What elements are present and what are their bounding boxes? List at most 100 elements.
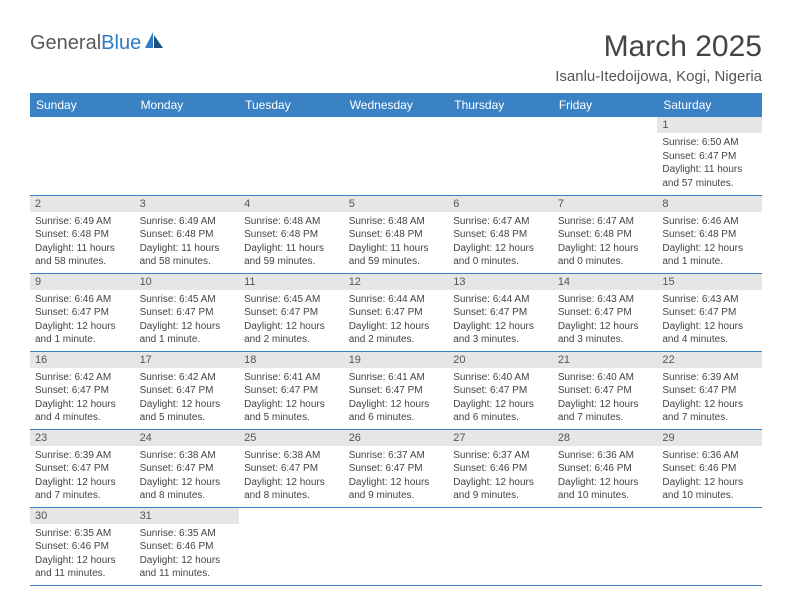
sunrise-text: Sunrise: 6:43 AM (662, 293, 757, 307)
sunrise-text: Sunrise: 6:46 AM (35, 293, 130, 307)
day-header: Wednesday (344, 93, 449, 117)
sunset-text: Sunset: 6:48 PM (558, 228, 653, 242)
sunrise-text: Sunrise: 6:35 AM (35, 527, 130, 541)
daylight-text: Daylight: 12 hours and 2 minutes. (349, 320, 444, 347)
day-details: Sunrise: 6:43 AMSunset: 6:47 PMDaylight:… (553, 290, 658, 350)
calendar-cell: 29Sunrise: 6:36 AMSunset: 6:46 PMDayligh… (657, 429, 762, 507)
sunrise-text: Sunrise: 6:46 AM (662, 215, 757, 229)
calendar-cell: 11Sunrise: 6:45 AMSunset: 6:47 PMDayligh… (239, 273, 344, 351)
sunrise-text: Sunrise: 6:38 AM (244, 449, 339, 463)
sunset-text: Sunset: 6:47 PM (35, 306, 130, 320)
day-details: Sunrise: 6:44 AMSunset: 6:47 PMDaylight:… (344, 290, 449, 350)
day-header: Friday (553, 93, 658, 117)
calendar-cell (135, 117, 240, 195)
sunrise-text: Sunrise: 6:37 AM (349, 449, 444, 463)
sunset-text: Sunset: 6:47 PM (349, 462, 444, 476)
calendar-cell: 24Sunrise: 6:38 AMSunset: 6:47 PMDayligh… (135, 429, 240, 507)
sunset-text: Sunset: 6:47 PM (244, 384, 339, 398)
sunrise-text: Sunrise: 6:49 AM (140, 215, 235, 229)
calendar-cell: 19Sunrise: 6:41 AMSunset: 6:47 PMDayligh… (344, 351, 449, 429)
day-number: 23 (30, 430, 135, 446)
sunrise-text: Sunrise: 6:38 AM (140, 449, 235, 463)
sunrise-text: Sunrise: 6:37 AM (453, 449, 548, 463)
sunrise-text: Sunrise: 6:36 AM (662, 449, 757, 463)
day-number: 15 (657, 274, 762, 290)
sunset-text: Sunset: 6:47 PM (140, 306, 235, 320)
sunrise-text: Sunrise: 6:35 AM (140, 527, 235, 541)
day-header: Saturday (657, 93, 762, 117)
day-details: Sunrise: 6:37 AMSunset: 6:47 PMDaylight:… (344, 446, 449, 506)
calendar-cell (344, 507, 449, 585)
day-details: Sunrise: 6:38 AMSunset: 6:47 PMDaylight:… (239, 446, 344, 506)
daylight-text: Daylight: 12 hours and 5 minutes. (244, 398, 339, 425)
daylight-text: Daylight: 12 hours and 4 minutes. (662, 320, 757, 347)
calendar-cell (553, 507, 658, 585)
day-details: Sunrise: 6:40 AMSunset: 6:47 PMDaylight:… (448, 368, 553, 428)
daylight-text: Daylight: 12 hours and 1 minute. (35, 320, 130, 347)
day-details: Sunrise: 6:36 AMSunset: 6:46 PMDaylight:… (553, 446, 658, 506)
daylight-text: Daylight: 12 hours and 11 minutes. (35, 554, 130, 581)
sunrise-text: Sunrise: 6:41 AM (244, 371, 339, 385)
day-details: Sunrise: 6:46 AMSunset: 6:48 PMDaylight:… (657, 212, 762, 272)
calendar-cell (448, 117, 553, 195)
sunrise-text: Sunrise: 6:47 AM (453, 215, 548, 229)
sail-icon (143, 30, 165, 56)
sunset-text: Sunset: 6:47 PM (244, 462, 339, 476)
sunrise-text: Sunrise: 6:49 AM (35, 215, 130, 229)
daylight-text: Daylight: 11 hours and 59 minutes. (349, 242, 444, 269)
day-number: 20 (448, 352, 553, 368)
daylight-text: Daylight: 12 hours and 11 minutes. (140, 554, 235, 581)
daylight-text: Daylight: 12 hours and 7 minutes. (558, 398, 653, 425)
sunset-text: Sunset: 6:46 PM (453, 462, 548, 476)
calendar-table: SundayMondayTuesdayWednesdayThursdayFrid… (30, 93, 762, 586)
sunset-text: Sunset: 6:48 PM (140, 228, 235, 242)
calendar-cell (344, 117, 449, 195)
calendar-cell (30, 117, 135, 195)
day-header: Thursday (448, 93, 553, 117)
calendar-cell: 9Sunrise: 6:46 AMSunset: 6:47 PMDaylight… (30, 273, 135, 351)
daylight-text: Daylight: 11 hours and 57 minutes. (662, 163, 757, 190)
calendar-cell: 2Sunrise: 6:49 AMSunset: 6:48 PMDaylight… (30, 195, 135, 273)
daylight-text: Daylight: 12 hours and 3 minutes. (453, 320, 548, 347)
day-details: Sunrise: 6:42 AMSunset: 6:47 PMDaylight:… (30, 368, 135, 428)
calendar-cell: 5Sunrise: 6:48 AMSunset: 6:48 PMDaylight… (344, 195, 449, 273)
sunset-text: Sunset: 6:46 PM (140, 540, 235, 554)
sunrise-text: Sunrise: 6:42 AM (35, 371, 130, 385)
day-number: 16 (30, 352, 135, 368)
calendar-cell: 16Sunrise: 6:42 AMSunset: 6:47 PMDayligh… (30, 351, 135, 429)
calendar-cell: 23Sunrise: 6:39 AMSunset: 6:47 PMDayligh… (30, 429, 135, 507)
day-details: Sunrise: 6:46 AMSunset: 6:47 PMDaylight:… (30, 290, 135, 350)
calendar-cell: 26Sunrise: 6:37 AMSunset: 6:47 PMDayligh… (344, 429, 449, 507)
day-details: Sunrise: 6:36 AMSunset: 6:46 PMDaylight:… (657, 446, 762, 506)
title-block: March 2025 Isanlu-Itedoijowa, Kogi, Nige… (555, 30, 762, 85)
sunrise-text: Sunrise: 6:48 AM (349, 215, 444, 229)
sunset-text: Sunset: 6:48 PM (35, 228, 130, 242)
day-header: Sunday (30, 93, 135, 117)
sunset-text: Sunset: 6:47 PM (662, 150, 757, 164)
day-details: Sunrise: 6:48 AMSunset: 6:48 PMDaylight:… (239, 212, 344, 272)
calendar-cell: 4Sunrise: 6:48 AMSunset: 6:48 PMDaylight… (239, 195, 344, 273)
day-details: Sunrise: 6:38 AMSunset: 6:47 PMDaylight:… (135, 446, 240, 506)
sunrise-text: Sunrise: 6:39 AM (35, 449, 130, 463)
day-number: 22 (657, 352, 762, 368)
sunrise-text: Sunrise: 6:47 AM (558, 215, 653, 229)
sunrise-text: Sunrise: 6:44 AM (453, 293, 548, 307)
calendar-cell: 15Sunrise: 6:43 AMSunset: 6:47 PMDayligh… (657, 273, 762, 351)
day-number: 12 (344, 274, 449, 290)
calendar-cell (657, 507, 762, 585)
day-number: 3 (135, 196, 240, 212)
logo: GeneralBlue (30, 30, 165, 56)
day-number: 13 (448, 274, 553, 290)
day-details: Sunrise: 6:35 AMSunset: 6:46 PMDaylight:… (30, 524, 135, 584)
daylight-text: Daylight: 12 hours and 9 minutes. (453, 476, 548, 503)
day-details: Sunrise: 6:50 AMSunset: 6:47 PMDaylight:… (657, 133, 762, 193)
sunrise-text: Sunrise: 6:43 AM (558, 293, 653, 307)
calendar-cell: 14Sunrise: 6:43 AMSunset: 6:47 PMDayligh… (553, 273, 658, 351)
calendar-cell: 1Sunrise: 6:50 AMSunset: 6:47 PMDaylight… (657, 117, 762, 195)
sunset-text: Sunset: 6:48 PM (244, 228, 339, 242)
day-details: Sunrise: 6:39 AMSunset: 6:47 PMDaylight:… (30, 446, 135, 506)
sunset-text: Sunset: 6:47 PM (140, 462, 235, 476)
day-details: Sunrise: 6:41 AMSunset: 6:47 PMDaylight:… (239, 368, 344, 428)
sunrise-text: Sunrise: 6:39 AM (662, 371, 757, 385)
day-number: 31 (135, 508, 240, 524)
